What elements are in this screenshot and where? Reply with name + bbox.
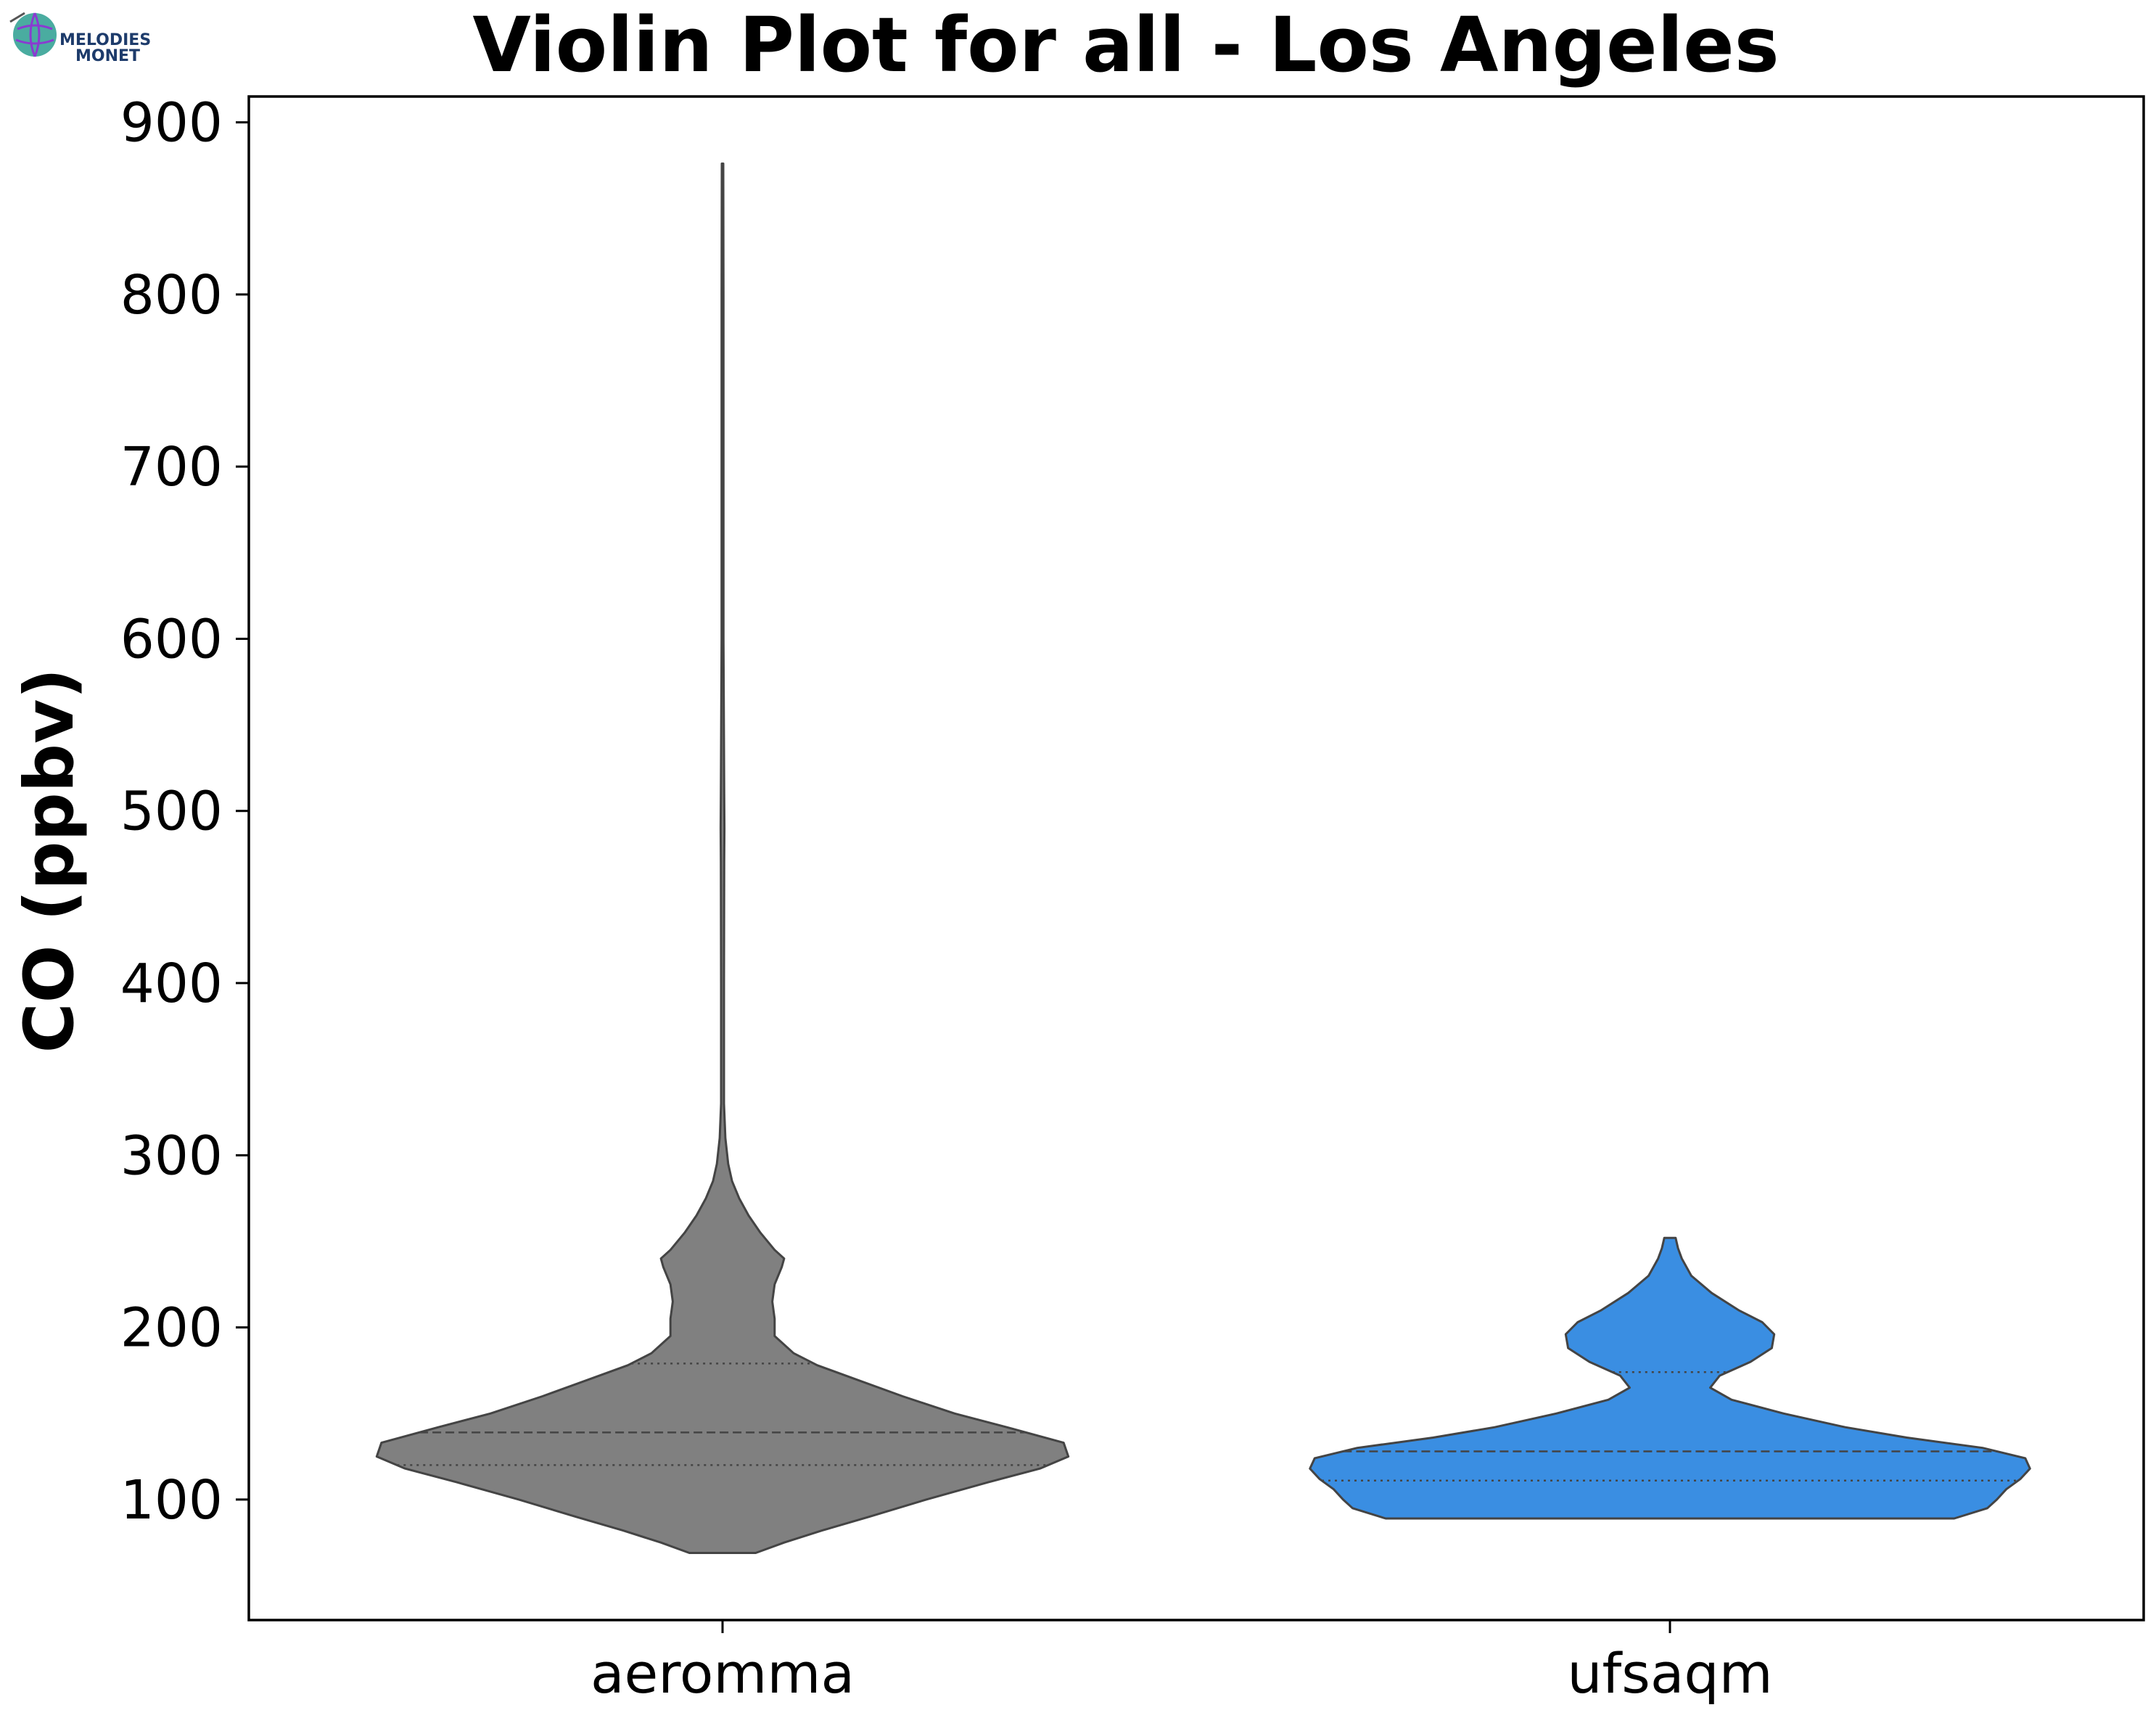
- y-axis-label: CO (ppbv): [10, 668, 89, 1053]
- y-tick-label-400: 400: [120, 953, 223, 1015]
- violin-group: [375, 163, 2031, 1554]
- y-tick-label-200: 200: [120, 1297, 223, 1360]
- y-tick-label-500: 500: [120, 781, 223, 843]
- logo-text-line2: MONET: [75, 47, 140, 65]
- y-tick-label-800: 800: [120, 264, 223, 326]
- x-axis: aeromma ufsaqm: [591, 1620, 1773, 1706]
- y-tick-label-100: 100: [120, 1469, 223, 1532]
- y-tick-label-700: 700: [120, 436, 223, 498]
- violin-ufsaqm: [1309, 1236, 2031, 1520]
- violin-aeromma: [375, 163, 1070, 1554]
- logo-text-line1: MELODIES: [59, 31, 151, 49]
- logo: MELODIES MONET: [9, 12, 151, 65]
- y-tick-label-300: 300: [120, 1125, 223, 1187]
- chart-title: Violin Plot for all - Los Angeles: [472, 1, 1779, 89]
- y-axis: 100 200 300 400 500 600 700 800 900: [120, 92, 249, 1532]
- x-tick-label-aeromma: aeromma: [591, 1641, 855, 1706]
- logo-globe-icon: [13, 13, 57, 57]
- x-tick-label-ufsaqm: ufsaqm: [1567, 1641, 1772, 1706]
- y-tick-label-600: 600: [120, 608, 223, 670]
- plot-frame: [247, 95, 2145, 1622]
- y-tick-label-900: 900: [120, 92, 223, 155]
